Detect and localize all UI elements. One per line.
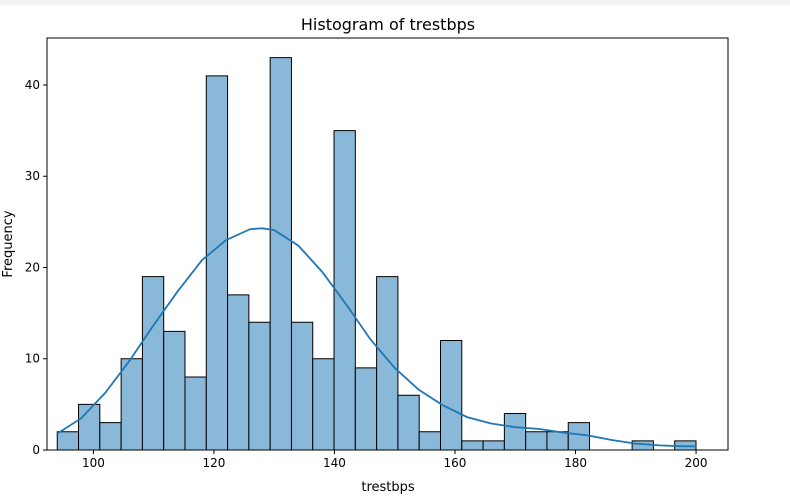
histogram-bar — [354, 367, 378, 451]
histogram-bar — [439, 339, 463, 451]
x-tick-label: 100 — [82, 456, 105, 470]
x-tick-label: 160 — [444, 456, 467, 470]
chart-title: Histogram of trestbps — [301, 15, 475, 34]
histogram-bar — [312, 358, 335, 451]
x-tick-label: 120 — [202, 456, 225, 470]
histogram-bar — [120, 358, 143, 451]
histogram-bar — [248, 321, 271, 451]
x-axis: 100 120 140 160 180 200 — [82, 450, 708, 470]
histogram-bar — [567, 422, 591, 451]
histogram-bar — [376, 276, 399, 451]
bars-group — [56, 57, 697, 451]
histogram-bar — [269, 57, 292, 451]
histogram-bar — [184, 376, 207, 451]
kde-line — [56, 227, 697, 448]
histogram-bar — [546, 431, 569, 451]
histogram-bar — [99, 422, 122, 451]
histogram-bar — [163, 330, 186, 451]
histogram-bar — [333, 130, 356, 451]
y-axis-label: Frequency — [1, 210, 16, 277]
x-axis-label: trestbps — [361, 480, 415, 495]
x-tick-label: 140 — [323, 456, 346, 470]
x-tick-label: 200 — [685, 456, 708, 470]
y-tick-label: 20 — [25, 260, 40, 274]
y-tick-label: 10 — [25, 352, 40, 366]
histogram-bar — [56, 431, 80, 451]
histogram-bar — [290, 321, 314, 451]
histogram-bar — [78, 403, 101, 451]
histogram-bar — [227, 294, 250, 451]
histogram-bar — [205, 75, 229, 451]
y-tick-label: 40 — [25, 78, 40, 92]
y-axis: 0 10 20 30 40 — [25, 78, 47, 457]
top-strip — [0, 0, 790, 5]
histogram-bar — [397, 394, 420, 451]
histogram-bar — [418, 431, 441, 451]
histogram-bar — [482, 440, 505, 451]
histogram-bar — [461, 440, 484, 451]
histogram-bar — [503, 412, 527, 451]
histogram-bar — [525, 431, 548, 451]
x-tick-label: 180 — [564, 456, 587, 470]
y-tick-label: 30 — [25, 169, 40, 183]
plot-frame — [46, 37, 729, 451]
y-tick-label: 0 — [32, 443, 40, 457]
histogram-bar — [141, 276, 165, 451]
